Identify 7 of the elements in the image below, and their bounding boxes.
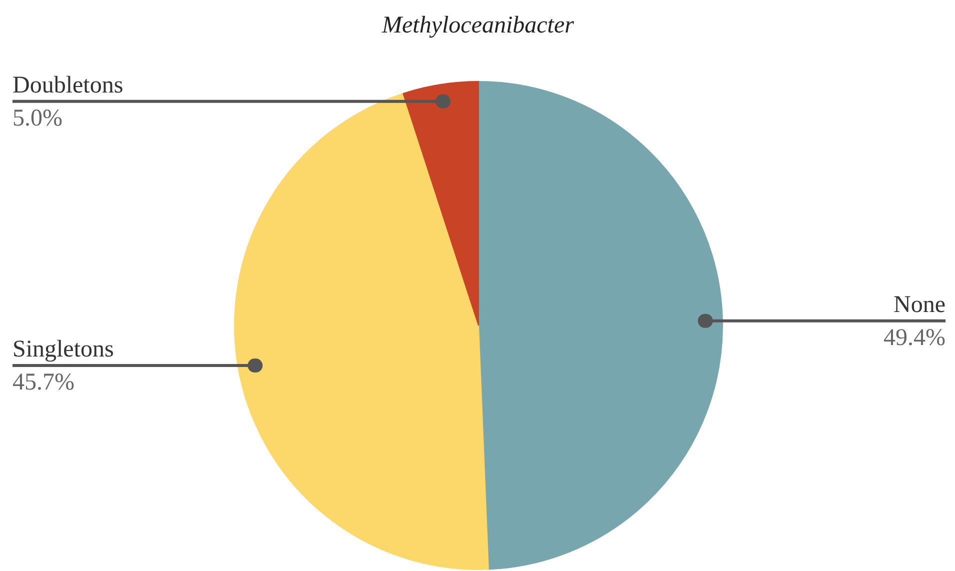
- slice-label: Doubletons: [12, 72, 124, 98]
- data-label: 5.0%: [12, 105, 62, 132]
- data-label: 45.7%: [12, 370, 74, 396]
- data-label: 49.4%: [884, 324, 946, 351]
- chart-title: Methyloceanibacter: [381, 12, 575, 38]
- slice-label: None: [894, 292, 946, 318]
- slice-label: Singletons: [12, 336, 114, 363]
